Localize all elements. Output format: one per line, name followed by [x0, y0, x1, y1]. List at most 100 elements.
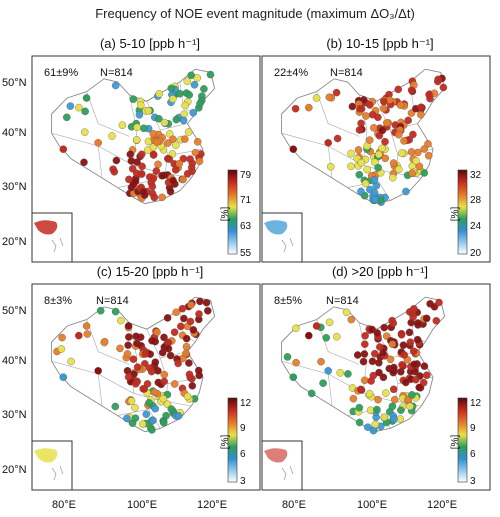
panel-b-colorbar: 32 28 24 20 [%] [450, 169, 482, 259]
station-marker [402, 187, 410, 196]
station-marker [150, 388, 159, 397]
lat-tick-30-bottom: 30°N [2, 409, 27, 421]
panel-d-colorbar-bar [457, 397, 468, 483]
station-marker [354, 146, 363, 154]
station-marker [170, 380, 179, 388]
station-marker [141, 350, 149, 358]
station-marker [344, 370, 352, 378]
lon-tick-80-right: 80°E [282, 499, 306, 511]
station-marker [131, 177, 140, 186]
lon-tick-80-left: 80°E [52, 499, 76, 511]
panel-d-cb-tick-3: 3 [470, 476, 476, 487]
station-marker [190, 81, 199, 89]
station-marker [181, 135, 189, 143]
station-marker [349, 394, 358, 403]
station-marker [422, 314, 431, 323]
station-marker [179, 116, 188, 125]
station-marker [138, 420, 147, 428]
country-outline [51, 296, 216, 433]
station-marker [135, 111, 144, 119]
panel-d-stat-n: N=814 [326, 295, 359, 307]
station-marker [380, 97, 388, 106]
station-marker [388, 316, 396, 325]
station-marker [353, 351, 362, 359]
station-marker [169, 176, 177, 185]
lat-tick-30-top: 30°N [2, 181, 27, 193]
station-marker [347, 162, 355, 171]
station-marker [166, 187, 175, 196]
station-marker [112, 156, 121, 165]
station-marker [357, 187, 365, 196]
panel-c-title: (c) 15-20 [ppb h⁻¹] [97, 264, 204, 279]
province-border [86, 319, 130, 365]
panel-a-markers [59, 70, 215, 202]
station-marker [332, 88, 341, 97]
station-marker [417, 110, 425, 119]
station-marker [185, 359, 193, 367]
lat-tick-20-top: 20°N [2, 236, 27, 248]
station-marker [305, 331, 313, 340]
province-border [133, 392, 192, 407]
station-marker [356, 385, 365, 394]
station-marker [420, 169, 429, 177]
station-marker [202, 298, 211, 307]
station-marker [361, 179, 370, 188]
station-marker [149, 174, 158, 183]
station-marker [179, 175, 187, 184]
station-marker [423, 371, 431, 379]
station-marker [58, 333, 66, 342]
station-marker [312, 94, 321, 102]
station-marker [163, 314, 172, 322]
station-marker [283, 353, 292, 361]
station-marker [424, 140, 432, 148]
station-marker [186, 317, 195, 326]
panel-c-colorbar-bar [227, 397, 238, 483]
station-marker [361, 340, 369, 348]
panel-b-cb-tick-1: 28 [470, 195, 482, 206]
station-marker [167, 405, 176, 413]
panel-c-cb-unit: [%] [220, 435, 231, 450]
station-marker [395, 130, 403, 139]
station-marker [160, 118, 169, 127]
panel-d-markers [283, 298, 443, 435]
station-marker [409, 347, 418, 355]
station-marker [361, 332, 369, 340]
station-marker [370, 176, 379, 184]
lat-tick-40-bottom: 40°N [2, 355, 27, 367]
panel-c-stat-n: N=814 [96, 295, 129, 307]
station-marker [360, 376, 369, 385]
station-marker [63, 113, 71, 122]
province-border [97, 145, 103, 179]
station-marker [408, 169, 416, 178]
panel-c-cb-tick-0: 12 [240, 398, 252, 409]
station-marker [420, 362, 429, 370]
lat-tick-20-bottom: 20°N [2, 464, 27, 476]
station-marker [129, 95, 138, 103]
station-marker [182, 342, 191, 351]
station-marker [363, 165, 371, 174]
station-marker [176, 89, 184, 98]
station-marker [133, 158, 141, 166]
station-marker [356, 105, 364, 113]
station-marker [390, 415, 398, 424]
station-marker [375, 368, 383, 377]
station-marker [111, 402, 120, 411]
station-marker [402, 378, 410, 387]
station-marker [175, 159, 184, 168]
station-marker [378, 126, 387, 135]
station-marker [317, 357, 325, 366]
station-marker [148, 182, 157, 191]
station-marker [159, 394, 168, 403]
station-marker [189, 326, 198, 334]
station-marker [359, 357, 368, 366]
station-marker [374, 395, 382, 404]
station-marker [367, 377, 375, 385]
station-marker [355, 403, 364, 412]
station-marker [167, 84, 176, 93]
station-marker [409, 130, 417, 139]
station-marker [148, 337, 156, 345]
station-marker [195, 310, 203, 318]
station-marker [348, 102, 357, 111]
station-marker [151, 358, 160, 366]
